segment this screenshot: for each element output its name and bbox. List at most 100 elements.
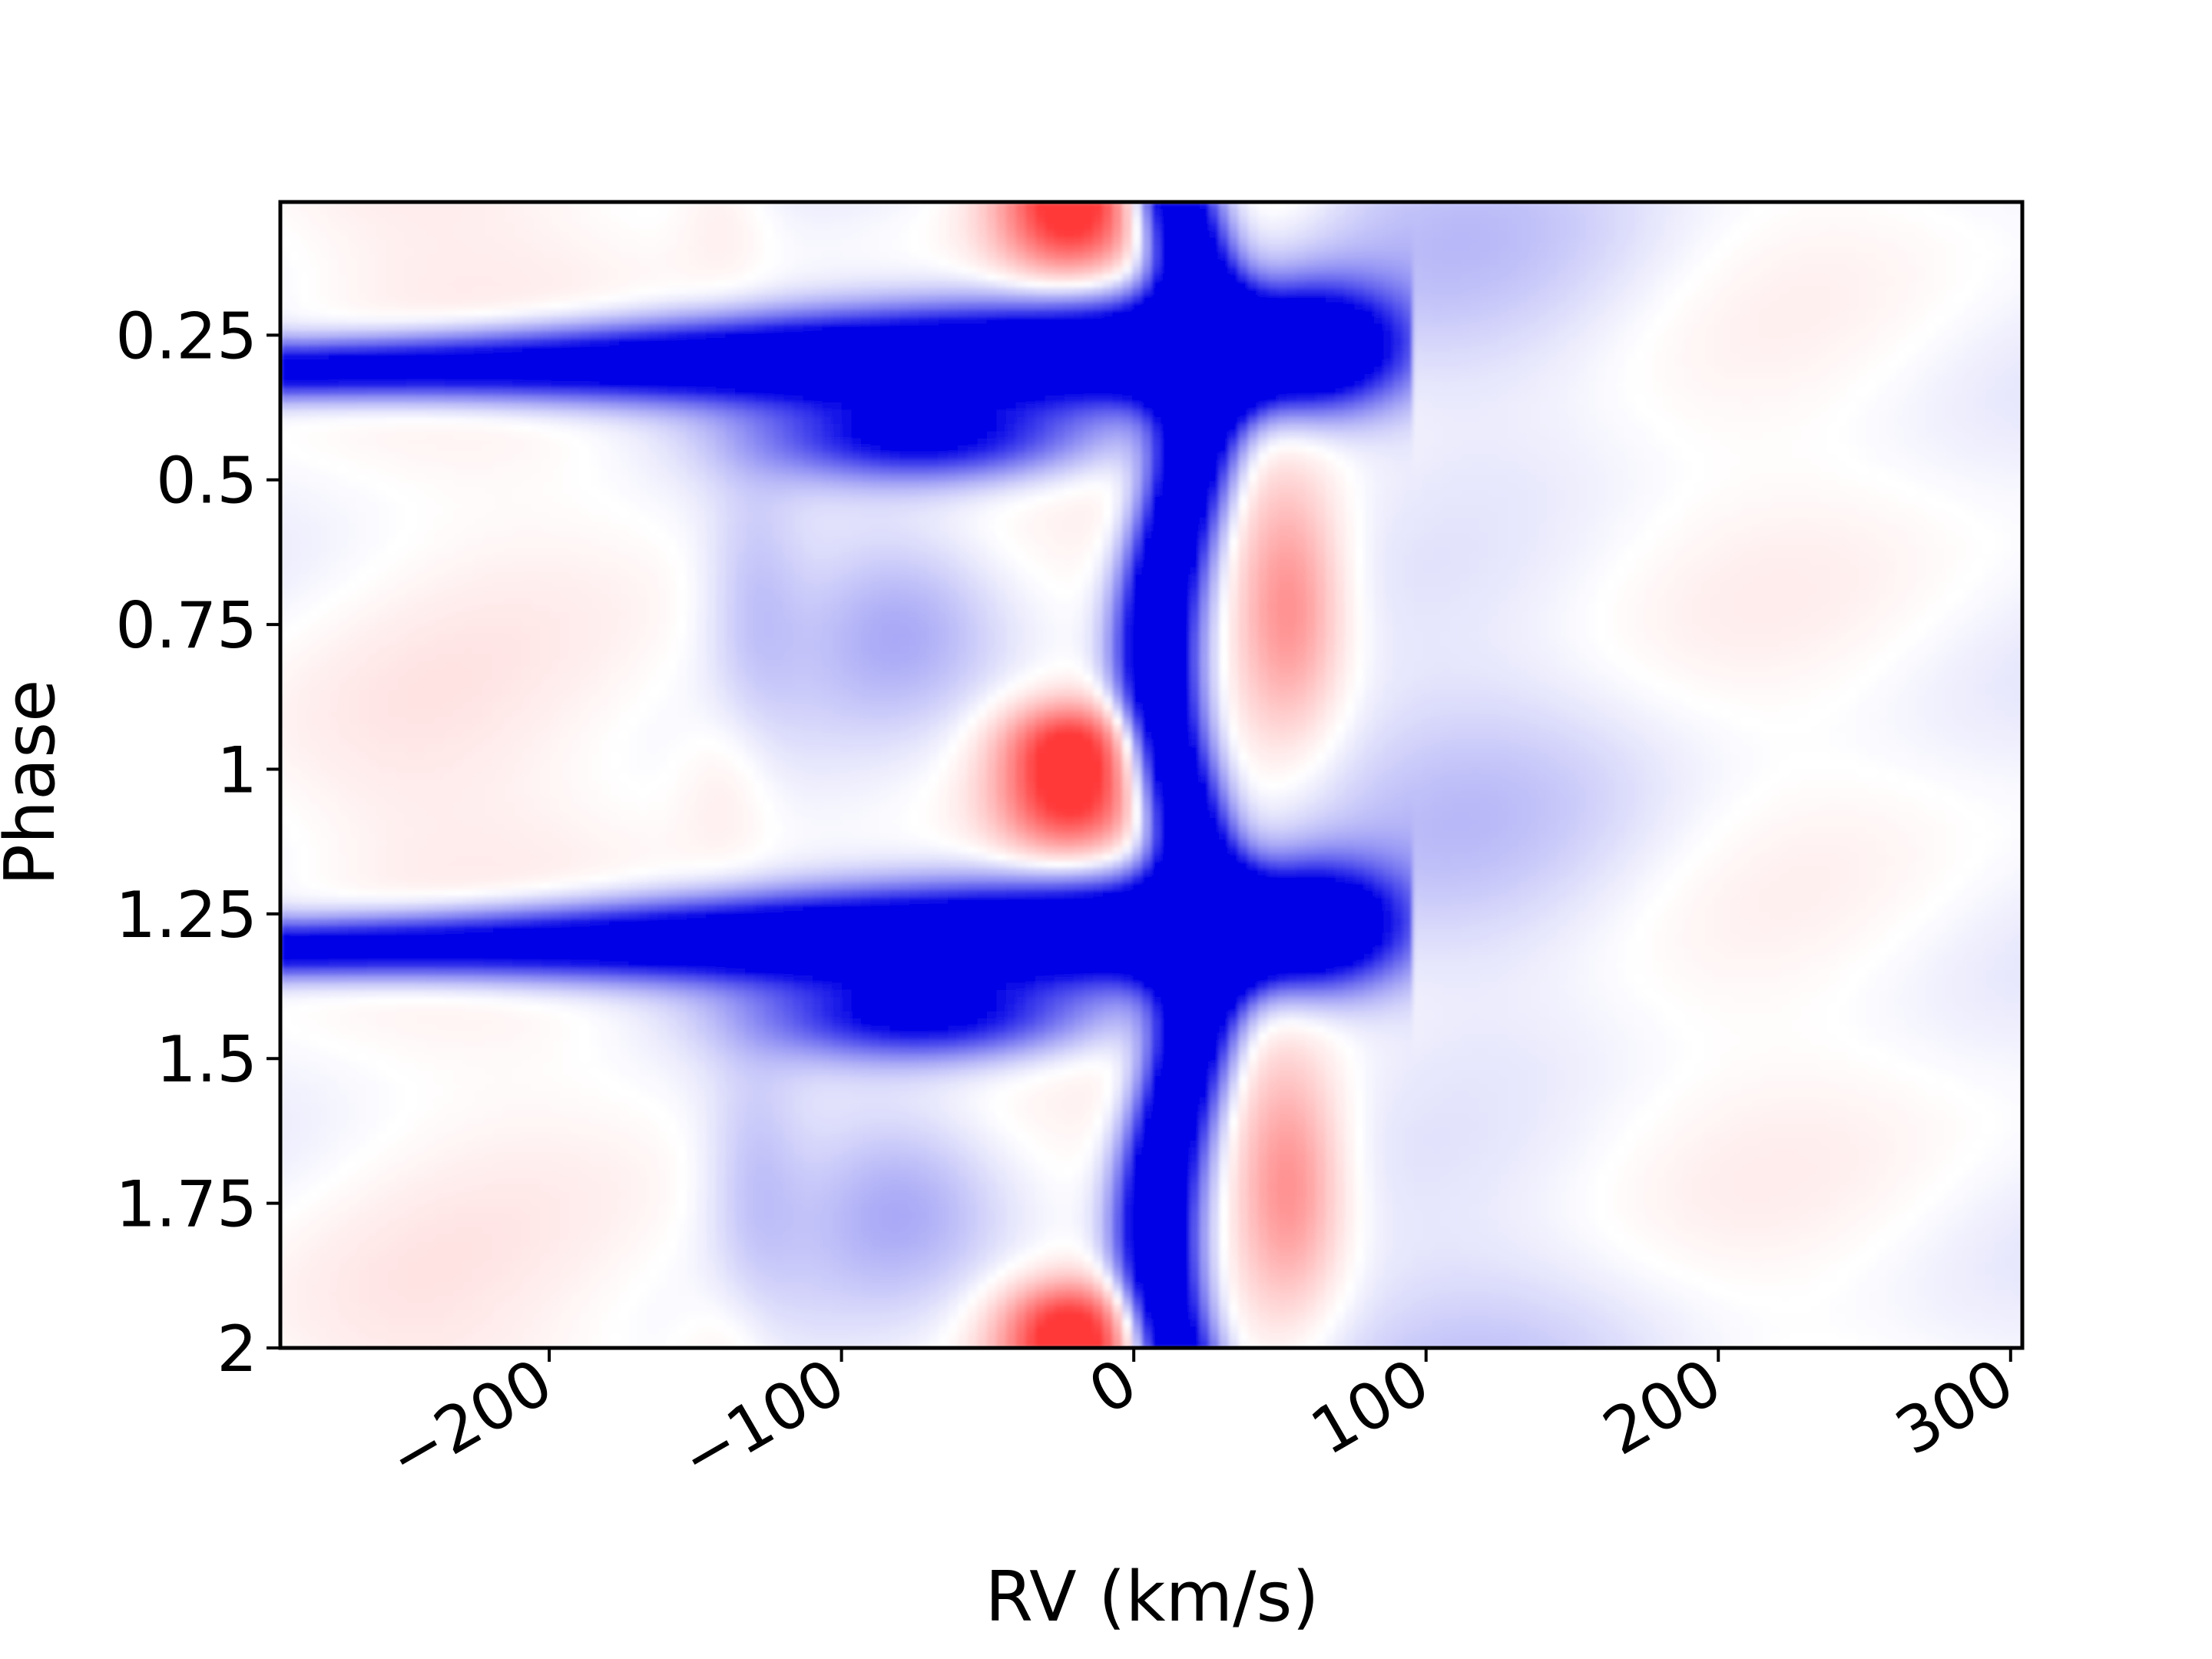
heatmap-cell [1470,338,1482,346]
heatmap-cell [319,216,329,224]
heatmap-cell [958,209,969,217]
heatmap-cell [1335,209,1346,217]
heatmap-cell [454,209,465,217]
heatmap-cell [1635,252,1646,260]
heatmap-cell [1122,209,1133,217]
heatmap-cell [1722,237,1733,246]
heatmap-cell [899,287,910,296]
heatmap-cell [300,323,310,332]
heatmap-cell [1461,352,1472,360]
heatmap-cell [1248,345,1259,353]
heatmap-cell [590,373,601,382]
heatmap-cell [1800,280,1810,289]
heatmap-cell [1219,330,1230,339]
heatmap-cell [1045,209,1055,217]
heatmap-cell [948,330,959,339]
heatmap-cell [657,259,668,267]
heatmap-cell [1954,388,1965,396]
heatmap-cell [725,244,736,253]
heatmap-cell [977,287,988,296]
heatmap-cell [1644,202,1655,210]
heatmap-cell [1722,209,1733,217]
heatmap-cell [1664,287,1675,296]
heatmap-cell [338,266,349,275]
heatmap-cell [1141,373,1152,382]
heatmap-cell [967,345,978,353]
heatmap-cell [1954,216,1965,224]
heatmap-cell [619,223,630,232]
heatmap-cell [929,302,939,310]
heatmap-cell [677,259,687,267]
heatmap-cell [1538,209,1549,217]
heatmap-cell [1422,230,1433,239]
heatmap-cell [348,209,359,217]
heatmap-cell [870,309,881,318]
heatmap-cell [1345,395,1356,403]
heatmap-cell [1635,295,1646,303]
heatmap-cell [1451,352,1462,360]
heatmap-cell [1286,345,1297,353]
heatmap-cell [1209,316,1220,325]
heatmap-cell [541,202,552,210]
heatmap-cell [1954,237,1965,246]
heatmap-cell [1006,280,1017,289]
heatmap-cell [706,259,717,267]
heatmap-cell [1558,202,1568,210]
heatmap-cell [822,330,833,339]
heatmap-cell [1760,295,1772,303]
heatmap-cell [1587,338,1598,346]
heatmap-cell [1131,366,1143,375]
heatmap-cell [687,309,697,318]
heatmap-cell [1228,366,1240,375]
heatmap-cell [1141,359,1152,368]
heatmap-cell [764,388,775,396]
heatmap-cell [1644,359,1655,368]
heatmap-cell [813,323,823,332]
heatmap-cell [1035,388,1046,396]
heatmap-cell [706,338,717,346]
heatmap-cell [1180,338,1191,346]
heatmap-cell [1509,381,1520,389]
heatmap-cell [832,209,843,217]
heatmap-cell [1790,252,1800,260]
heatmap-cell [958,316,969,325]
heatmap-cell [1345,338,1356,346]
heatmap-cell [580,338,591,346]
heatmap-cell [1615,202,1627,210]
heatmap-cell [677,388,687,396]
heatmap-cell [1906,345,1917,353]
heatmap-cell [696,244,707,253]
heatmap-cell [1587,230,1598,239]
heatmap-cell [1393,244,1404,253]
heatmap-cell [1422,202,1433,210]
heatmap-cell [1760,345,1772,353]
heatmap-cell [1518,216,1530,224]
heatmap-cell [1025,366,1036,375]
heatmap-cell [1722,352,1733,360]
heatmap-cell [1335,352,1346,360]
heatmap-cell [1345,223,1356,232]
heatmap-cell [1684,266,1694,275]
heatmap-cell [764,223,775,232]
heatmap-cell [1316,366,1326,375]
heatmap-cell [1567,352,1578,360]
heatmap-cell [599,273,611,282]
heatmap-cell [1267,373,1278,382]
heatmap-cell [531,230,542,239]
heatmap-cell [744,316,756,325]
heatmap-cell [357,273,369,282]
heatmap-cell [1171,252,1181,260]
heatmap-cell [1558,359,1568,368]
heatmap-cell [1577,316,1588,325]
heatmap-cell [1045,395,1055,403]
heatmap-cell [1964,273,1975,282]
heatmap-cell [1606,388,1617,396]
heatmap-cell [725,209,736,217]
heatmap-cell [1364,302,1375,310]
heatmap-cell [1703,259,1714,267]
heatmap-cell [1558,273,1568,282]
heatmap-cell [1257,230,1268,239]
heatmap-cell [406,345,417,353]
heatmap-cell [1083,216,1094,224]
heatmap-cell [1296,352,1307,360]
